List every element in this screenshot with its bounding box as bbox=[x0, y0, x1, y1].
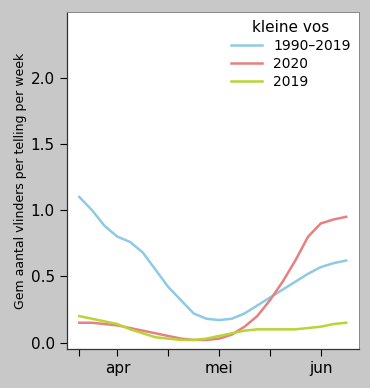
1990–2019 bbox=[293, 279, 297, 284]
2019 bbox=[344, 320, 349, 325]
2020 bbox=[102, 322, 107, 326]
2020 bbox=[115, 323, 120, 328]
1990–2019 bbox=[268, 295, 272, 300]
2020 bbox=[90, 320, 94, 325]
2019 bbox=[90, 317, 94, 321]
1990–2019 bbox=[306, 272, 310, 276]
2019 bbox=[255, 327, 259, 332]
1990–2019 bbox=[255, 303, 259, 308]
2020 bbox=[191, 338, 196, 342]
1990–2019 bbox=[230, 317, 234, 321]
1990–2019 bbox=[191, 311, 196, 316]
2020 bbox=[319, 221, 323, 226]
1990–2019 bbox=[280, 287, 285, 292]
2020 bbox=[153, 331, 158, 336]
2020 bbox=[179, 336, 183, 341]
2020 bbox=[306, 234, 310, 239]
2019 bbox=[230, 331, 234, 336]
2019 bbox=[319, 324, 323, 329]
1990–2019 bbox=[204, 317, 209, 321]
2019 bbox=[293, 327, 297, 332]
1990–2019 bbox=[90, 208, 94, 213]
2020 bbox=[141, 328, 145, 333]
Legend: 1990–2019, 2020, 2019: 1990–2019, 2020, 2019 bbox=[227, 16, 355, 94]
1990–2019 bbox=[166, 285, 171, 289]
1990–2019 bbox=[141, 250, 145, 255]
1990–2019 bbox=[179, 298, 183, 303]
2019 bbox=[128, 327, 132, 332]
1990–2019 bbox=[153, 267, 158, 272]
2020 bbox=[128, 326, 132, 330]
2020 bbox=[280, 279, 285, 284]
2019 bbox=[217, 334, 221, 338]
2019 bbox=[179, 338, 183, 342]
1990–2019 bbox=[331, 261, 336, 265]
2020 bbox=[242, 324, 247, 329]
2019 bbox=[153, 335, 158, 340]
Line: 1990–2019: 1990–2019 bbox=[79, 197, 346, 320]
2019 bbox=[268, 327, 272, 332]
2019 bbox=[306, 326, 310, 330]
2020 bbox=[217, 336, 221, 341]
1990–2019 bbox=[217, 318, 221, 322]
2019 bbox=[331, 322, 336, 326]
2020 bbox=[166, 334, 171, 338]
2019 bbox=[191, 338, 196, 342]
2020 bbox=[230, 332, 234, 337]
2019 bbox=[77, 314, 81, 319]
2020 bbox=[344, 215, 349, 219]
2019 bbox=[115, 322, 120, 326]
2020 bbox=[77, 320, 81, 325]
1990–2019 bbox=[102, 224, 107, 229]
Line: 2019: 2019 bbox=[79, 316, 346, 340]
1990–2019 bbox=[115, 234, 120, 239]
2020 bbox=[268, 298, 272, 303]
2020 bbox=[331, 217, 336, 222]
2019 bbox=[166, 336, 171, 341]
Y-axis label: Gem aantal vlinders per telling per week: Gem aantal vlinders per telling per week bbox=[13, 52, 27, 308]
2019 bbox=[141, 331, 145, 336]
2019 bbox=[204, 336, 209, 341]
2020 bbox=[293, 258, 297, 263]
2019 bbox=[102, 319, 107, 324]
1990–2019 bbox=[128, 240, 132, 244]
1990–2019 bbox=[344, 258, 349, 263]
2019 bbox=[280, 327, 285, 332]
2020 bbox=[255, 314, 259, 319]
2020 bbox=[204, 338, 209, 342]
2019 bbox=[242, 328, 247, 333]
1990–2019 bbox=[77, 195, 81, 199]
Line: 2020: 2020 bbox=[79, 217, 346, 340]
1990–2019 bbox=[319, 265, 323, 269]
1990–2019 bbox=[242, 311, 247, 316]
